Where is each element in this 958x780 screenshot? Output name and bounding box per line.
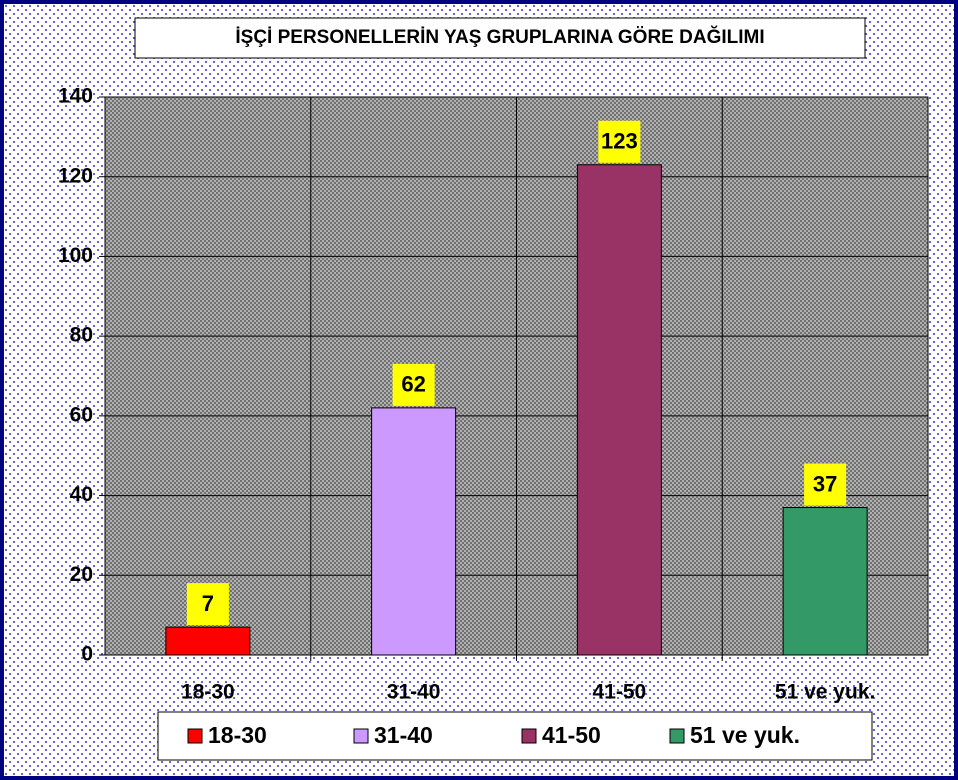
x-tick-label: 51 ve yuk.	[775, 681, 875, 704]
legend-swatch	[187, 728, 203, 744]
y-tick-label: 140	[58, 85, 93, 108]
bar	[165, 626, 251, 656]
legend-label: 41-50	[542, 722, 601, 748]
legend-label: 18-30	[208, 722, 267, 748]
data-label: 7	[202, 591, 214, 616]
y-tick-label: 20	[70, 563, 93, 586]
x-tick-label: 41-50	[593, 681, 647, 704]
data-label-box	[186, 583, 229, 626]
x-tick-label: 18-30	[181, 681, 235, 704]
y-tick-label: 80	[70, 324, 93, 347]
data-label-box	[598, 120, 641, 163]
y-tick-label: 120	[58, 164, 93, 187]
bar	[371, 407, 457, 656]
title-box	[134, 17, 866, 59]
bar	[576, 164, 662, 656]
legend-label: 51 ve yuk.	[690, 722, 800, 748]
legend-label: 31-40	[374, 722, 433, 748]
data-label: 62	[401, 372, 425, 397]
legend-swatch	[353, 728, 369, 744]
chart-title: İŞÇİ PERSONELLERİN YAŞ GRUPLARINA GÖRE D…	[235, 26, 764, 48]
y-tick-label: 0	[81, 643, 93, 666]
data-label-box	[804, 463, 847, 506]
x-tick-label: 31-40	[387, 681, 441, 704]
data-label: 37	[813, 471, 837, 496]
legend-swatch	[521, 728, 537, 744]
bar	[782, 507, 868, 656]
y-tick-label: 60	[70, 403, 93, 426]
legend-swatch	[669, 728, 685, 744]
y-tick-label: 40	[70, 483, 93, 506]
y-tick-label: 100	[58, 244, 93, 267]
data-label: 123	[601, 129, 638, 154]
legend	[157, 711, 873, 761]
data-label-box	[392, 363, 435, 406]
